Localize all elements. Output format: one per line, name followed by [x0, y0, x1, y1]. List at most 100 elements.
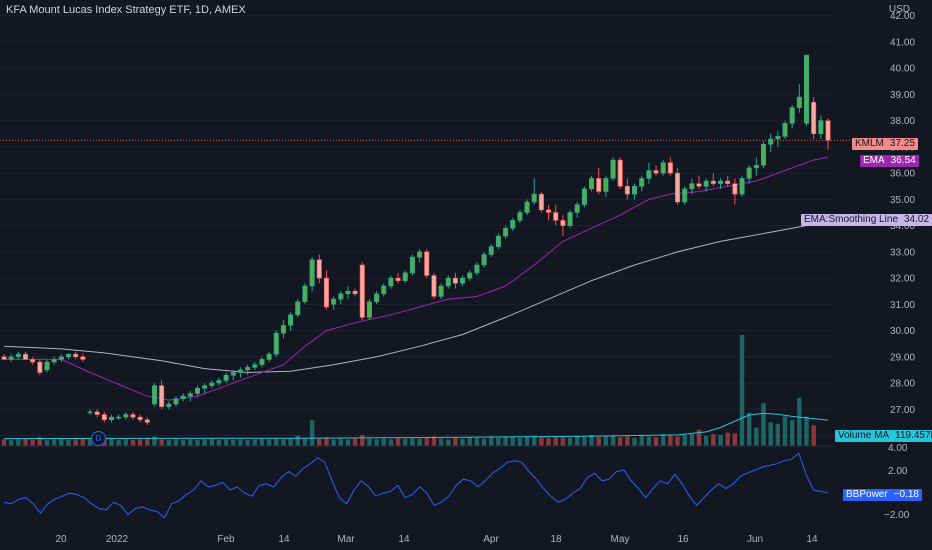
- candle-body: [517, 212, 523, 221]
- candle: [775, 131, 781, 147]
- candle: [581, 186, 587, 208]
- volume-bar: [503, 436, 508, 446]
- candle-body: [646, 170, 652, 179]
- volume-ma-line: [3, 412, 829, 440]
- volume-bar: [51, 439, 57, 446]
- candle-body: [323, 277, 329, 308]
- candle: [295, 299, 301, 318]
- price-axis-tick: 27.00: [890, 405, 915, 416]
- candle: [445, 275, 451, 289]
- candle-body: [467, 272, 473, 279]
- volume-bar: [209, 438, 215, 446]
- x-tick-label: 16: [677, 534, 689, 545]
- candle: [209, 380, 215, 389]
- candle-body: [266, 353, 272, 360]
- candle: [94, 409, 100, 418]
- candle: [560, 215, 566, 237]
- volume-layer: [1, 335, 816, 446]
- volume-bar: [223, 439, 229, 446]
- chart-title: KFA Mount Lucas Index Strategy ETF, 1D, …: [6, 4, 246, 16]
- candle-body: [610, 159, 616, 179]
- volume-bar: [797, 397, 802, 446]
- candle-body: [237, 369, 243, 373]
- candle: [746, 165, 752, 184]
- volume-bar: [789, 420, 795, 446]
- candle: [603, 175, 609, 197]
- volume-bar: [574, 436, 580, 446]
- candle: [108, 414, 114, 423]
- volume-bar: [646, 436, 652, 446]
- volume-bar: [59, 438, 64, 446]
- candle-body: [402, 272, 408, 282]
- candle: [202, 383, 208, 394]
- candle-body: [302, 285, 308, 303]
- volume-bar: [410, 437, 415, 446]
- candle-body: [653, 170, 659, 174]
- candle: [546, 204, 552, 221]
- volume-bar: [288, 438, 293, 446]
- volume-bar: [195, 440, 200, 446]
- candle-body: [488, 246, 494, 255]
- volume-bar: [553, 436, 558, 446]
- volume-bar: [80, 438, 86, 446]
- price-axis-tick: 33.00: [890, 247, 915, 258]
- volume-bar: [231, 440, 236, 446]
- volume-bar: [180, 440, 186, 446]
- candle: [782, 120, 788, 140]
- candle-body: [37, 361, 43, 373]
- candle-body: [409, 256, 415, 274]
- x-tick-label: 20: [55, 534, 67, 545]
- candle-body: [596, 178, 602, 192]
- grid: [0, 15, 835, 437]
- bbpower-line: [3, 452, 829, 519]
- candle: [345, 285, 351, 300]
- x-tick-label: Feb: [217, 534, 235, 545]
- candle-body: [108, 416, 114, 421]
- candle-body: [632, 185, 638, 195]
- dividend-marker[interactable]: D: [91, 431, 106, 446]
- candle-body: [689, 183, 695, 190]
- volume-bar: [73, 439, 78, 446]
- volume-bar: [539, 437, 544, 446]
- volume-bar: [295, 435, 300, 446]
- candle-body: [682, 188, 688, 203]
- x-tick-label: Mar: [337, 534, 355, 545]
- candle-body: [617, 159, 623, 187]
- candle: [309, 257, 315, 292]
- volume-bar: [567, 437, 573, 446]
- x-tick-label: 14: [398, 534, 410, 545]
- candle-body: [775, 136, 781, 140]
- candle: [80, 354, 86, 363]
- candle-body: [553, 212, 559, 221]
- candle-body: [703, 180, 709, 187]
- volume-bar: [137, 439, 143, 446]
- candle-body: [424, 251, 430, 276]
- candle-body: [51, 359, 57, 363]
- candle-body: [65, 353, 72, 358]
- volume-bar: [546, 437, 551, 446]
- volume-bar: [216, 440, 222, 446]
- candle: [510, 217, 516, 231]
- candle-body: [510, 220, 516, 229]
- volume-bar: [460, 438, 465, 446]
- candle-body: [116, 416, 122, 419]
- candle-body: [603, 178, 609, 192]
- candle-body: [452, 277, 458, 284]
- candle-body: [1, 356, 7, 360]
- kmlm-tag-value: 37.25: [889, 138, 915, 149]
- volume-ma-tag: Volume MA 119.457K: [835, 430, 932, 442]
- candle-body: [309, 259, 315, 287]
- candle-body: [445, 277, 451, 287]
- volume-bar: [281, 439, 286, 446]
- candle-body: [280, 325, 286, 334]
- candle-body: [366, 301, 372, 318]
- candle-body: [94, 411, 100, 415]
- candle: [352, 288, 358, 297]
- candle: [151, 383, 157, 407]
- candle: [803, 54, 810, 126]
- candle-body: [288, 314, 294, 326]
- candle: [646, 162, 652, 184]
- volume-bar: [517, 437, 523, 446]
- candle: [481, 251, 487, 268]
